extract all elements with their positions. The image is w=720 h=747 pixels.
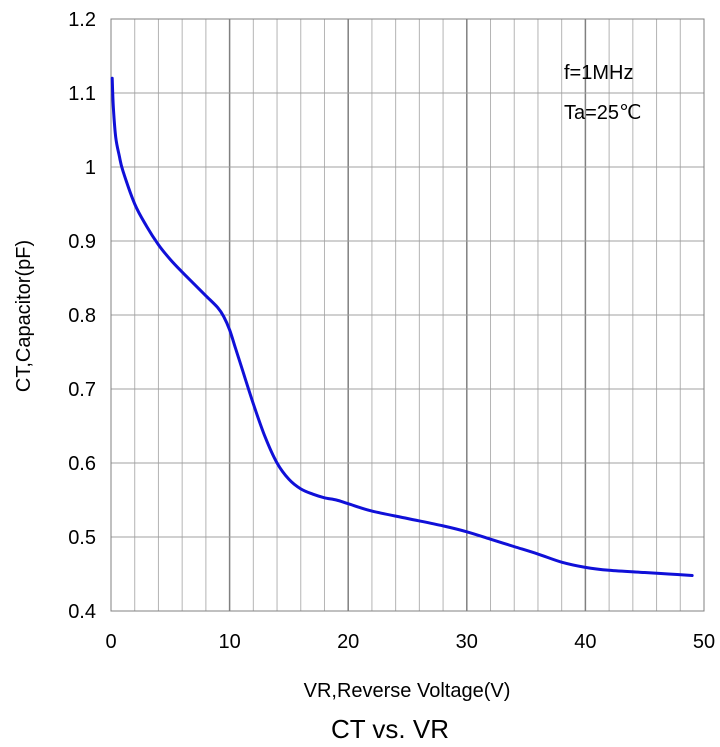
x-axis-label: VR,Reverse Voltage(V) — [304, 680, 511, 702]
tick-labels: 0 10 20 30 40 50 0.4 0.5 0.6 0.7 0.8 0.9 1 1.1 1.2 — [68, 9, 715, 653]
x-tick-label: 10 — [218, 631, 240, 653]
x-tick-label: 0 — [105, 631, 116, 653]
y-axis-label: CT,Capacitor(pF) — [13, 240, 35, 392]
chart-title: CT vs. VR — [331, 714, 449, 744]
plot-area-border — [110, 18, 705, 612]
y-tick-label: 0.4 — [68, 601, 96, 623]
gridlines — [111, 19, 704, 611]
y-tick-label: 0.5 — [68, 527, 96, 549]
annotation-frequency: f=1MHz — [564, 62, 633, 84]
y-tick-label: 1 — [85, 157, 96, 179]
y-tick-label: 0.8 — [68, 305, 96, 327]
series-layer — [110, 76, 694, 577]
x-tick-label: 50 — [693, 631, 715, 653]
annotation-temperature: Ta=25℃ — [564, 102, 642, 124]
x-tick-label: 30 — [456, 631, 478, 653]
y-tick-label: 1.1 — [68, 83, 96, 105]
series-line-ct — [110, 76, 694, 577]
y-tick-label: 0.9 — [68, 231, 96, 253]
y-tick-label: 1.2 — [68, 9, 96, 31]
x-tick-label: 20 — [337, 631, 359, 653]
y-tick-label: 0.6 — [68, 453, 96, 475]
y-tick-label: 0.7 — [68, 379, 96, 401]
x-tick-label: 40 — [574, 631, 596, 653]
